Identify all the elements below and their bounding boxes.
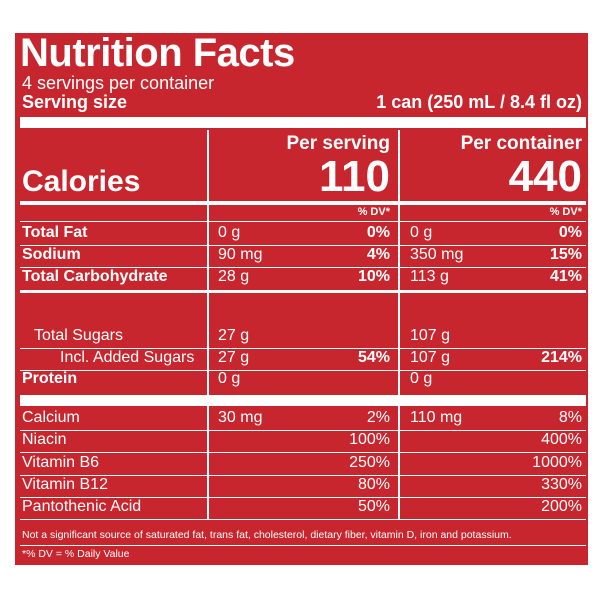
serving-dv: 2% — [366, 409, 390, 426]
container-dv: 0% — [558, 224, 582, 241]
container-amount: 110 mg — [410, 409, 463, 426]
title: Nutrition Facts — [20, 31, 295, 75]
serving-amount: 27 g — [218, 349, 250, 366]
serving-amount: 30 mg — [218, 409, 263, 426]
container-dv: 330% — [541, 476, 582, 493]
rule — [20, 267, 586, 268]
container-dv: 1000% — [532, 454, 582, 471]
nutrient-name: Protein — [22, 370, 78, 387]
nutrient-name: Incl. Added Sugars — [60, 349, 195, 366]
container-dv: 214% — [541, 349, 582, 366]
rule — [20, 545, 586, 546]
rule — [20, 475, 586, 476]
rule — [20, 348, 586, 349]
serving-dv: 50% — [357, 498, 390, 515]
container-dv: 41% — [549, 268, 582, 285]
dv-header: % DV* — [549, 206, 582, 218]
thick-rule — [20, 117, 586, 128]
serving-dv: 0% — [366, 224, 390, 241]
container-dv: 15% — [549, 246, 582, 263]
rule — [20, 430, 586, 431]
container-amount: 107 g — [410, 349, 451, 366]
nutrient-name: Vitamin B12 — [22, 476, 108, 493]
nutrient-name: Sodium — [22, 246, 81, 263]
container-amount: 0 g — [410, 224, 433, 241]
serving-size-value: 1 can (250 mL / 8.4 fl oz) — [376, 92, 582, 112]
serving-dv: 54% — [357, 349, 390, 366]
column-header: Per container — [460, 133, 582, 154]
container-amount: 350 mg — [410, 246, 464, 263]
medium-rule — [20, 201, 586, 205]
container-amount: 0 g — [410, 370, 433, 387]
footnote: Not a significant source of saturated fa… — [22, 529, 512, 541]
nutrient-name: Calcium — [22, 409, 80, 426]
nutrient-name: Pantothenic Acid — [22, 498, 142, 515]
container-dv: 200% — [541, 498, 582, 515]
nutrient-name: Total Carbohydrate — [22, 268, 168, 285]
servings: 4 servings per container — [22, 73, 215, 93]
rule — [20, 245, 586, 246]
nutrient-name: Niacin — [22, 431, 67, 448]
serving-amount: 28 g — [218, 268, 250, 285]
nutrient-name: Total Fat — [22, 224, 88, 241]
serving-dv: 250% — [349, 454, 390, 471]
column-divider — [398, 130, 400, 520]
serving-amount: 0 g — [218, 370, 241, 387]
nutrient-name: Vitamin B6 — [22, 454, 100, 471]
nutrient-name: Total Sugars — [34, 327, 123, 344]
dv-header: % DV* — [357, 206, 390, 218]
serving-dv: 10% — [357, 268, 390, 285]
serving-amount: 27 g — [218, 327, 250, 344]
serving-dv: 80% — [357, 476, 390, 493]
serving-amount: 0 g — [218, 224, 241, 241]
rule — [20, 497, 586, 498]
column-divider — [207, 130, 209, 520]
rule — [20, 519, 586, 520]
serving-amount: 90 mg — [218, 246, 263, 263]
rule — [20, 221, 586, 222]
serving-dv: 4% — [366, 246, 390, 263]
column-header: Per serving — [286, 133, 391, 154]
rule — [20, 452, 586, 453]
calories-label: Calories — [22, 165, 141, 198]
calories-container: 440 — [508, 152, 582, 201]
container-amount: 113 g — [410, 268, 449, 285]
serving-size-label: Serving size — [22, 92, 128, 112]
container-dv: 400% — [541, 431, 582, 448]
thick-rule — [20, 395, 586, 406]
serving-dv: 100% — [349, 431, 390, 448]
container-dv: 8% — [558, 409, 582, 426]
calories-serving: 110 — [319, 152, 390, 201]
medium-rule — [20, 290, 586, 293]
container-amount: 107 g — [410, 327, 451, 344]
footnote: *% DV = % Daily Value — [22, 548, 130, 560]
rule — [20, 370, 586, 371]
